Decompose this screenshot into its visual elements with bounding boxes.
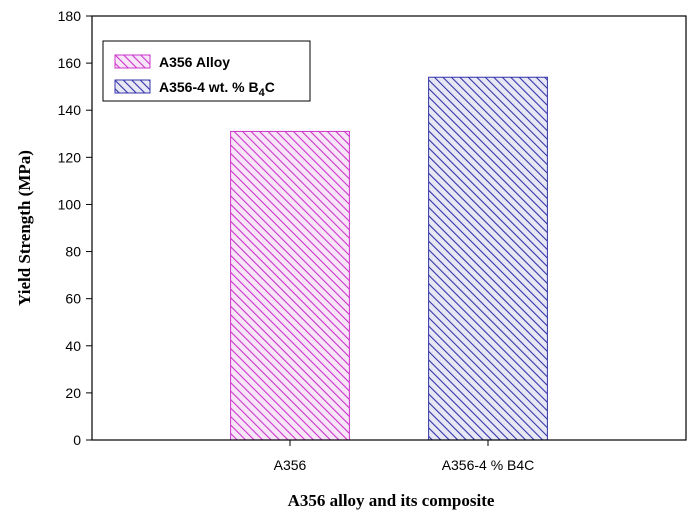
legend-box bbox=[102, 40, 311, 102]
y-tick-label: 100 bbox=[58, 196, 82, 212]
y-axis: 0 20 40 60 80 100 120 140 160 180 bbox=[58, 8, 92, 448]
x-axis-title: A356 alloy and its composite bbox=[288, 491, 495, 510]
bars bbox=[230, 76, 548, 441]
legend-label-a356-b4c: A356-4 wt. % B4C bbox=[159, 79, 275, 99]
x-axis: A356 A356-4 % B4C bbox=[274, 440, 535, 473]
bar-a356 bbox=[230, 130, 350, 441]
x-tick-label: A356 bbox=[274, 457, 307, 473]
y-tick-label: 60 bbox=[65, 291, 81, 307]
legend-swatch-a356 bbox=[114, 54, 151, 69]
y-tick-label: 20 bbox=[65, 385, 81, 401]
y-tick-label: 180 bbox=[58, 8, 82, 24]
legend-label-end: C bbox=[265, 79, 275, 95]
legend-label-main: A356-4 wt. % B bbox=[159, 79, 259, 95]
y-tick-label: 40 bbox=[65, 338, 81, 354]
plot-area-frame bbox=[91, 15, 687, 441]
y-tick-label: 0 bbox=[73, 432, 81, 448]
y-tick-label: 80 bbox=[65, 244, 81, 260]
bar-a356-4-b4c bbox=[428, 76, 548, 441]
legend-label-a356: A356 Alloy bbox=[159, 54, 230, 70]
legend-label-subscript: 4 bbox=[259, 87, 266, 99]
x-tick-label: A356-4 % B4C bbox=[442, 457, 535, 473]
y-axis-title: Yield Strength (MPa) bbox=[15, 150, 34, 306]
y-tick-label: 120 bbox=[58, 149, 82, 165]
y-tick-label: 140 bbox=[58, 102, 82, 118]
y-tick-label: 160 bbox=[58, 55, 82, 71]
legend-swatch-a356-b4c bbox=[114, 79, 151, 94]
legend: A356 Alloy A356-4 wt. % B4C bbox=[102, 40, 311, 102]
